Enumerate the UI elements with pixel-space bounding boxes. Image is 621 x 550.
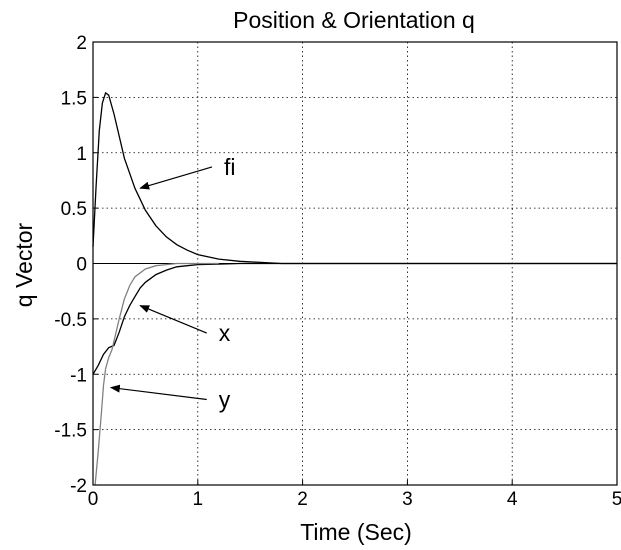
annotations: fi x y [109,154,236,412]
chart-title: Position & Orientation q [233,7,475,33]
annotation-arrow [139,305,207,334]
y-tick-label: 1 [76,144,87,165]
y-tick-label: 2 [76,33,87,54]
tick-labels: 0 1 2 3 4 5 2 1.5 1 0.5 0 -0.5 -1 -1.5 -2 [54,33,621,510]
x-tick-label: 0 [88,489,99,510]
x-tick-label: 4 [507,489,518,510]
annotation-label: x [219,320,231,346]
series-x-line [92,262,617,375]
x-tick-label: 2 [297,489,308,510]
y-tick-label: 1.5 [61,88,87,109]
series-y-line [94,262,219,486]
y-tick-label: 0.5 [61,199,87,220]
x-tick-label: 5 [612,489,621,510]
annotation-arrow [139,166,213,190]
y-tick-label: -1.5 [54,421,87,442]
annotation-label: fi [224,154,236,180]
y-tick-label: 0 [76,255,87,276]
x-tick-label: 3 [402,489,413,510]
annotation-label: y [219,386,231,412]
x-tick-label: 1 [193,489,204,510]
y-tick-label: -1 [70,365,87,386]
plot-frame [92,41,618,486]
y-axis-label: q Vector [11,222,37,307]
y-tick-label: -2 [70,476,87,497]
annotation-arrow [109,384,207,401]
y-tick-label: -0.5 [54,310,87,331]
x-axis-label: Time (Sec) [300,519,412,545]
series-fi-line [92,91,617,265]
plot-series [92,91,617,486]
